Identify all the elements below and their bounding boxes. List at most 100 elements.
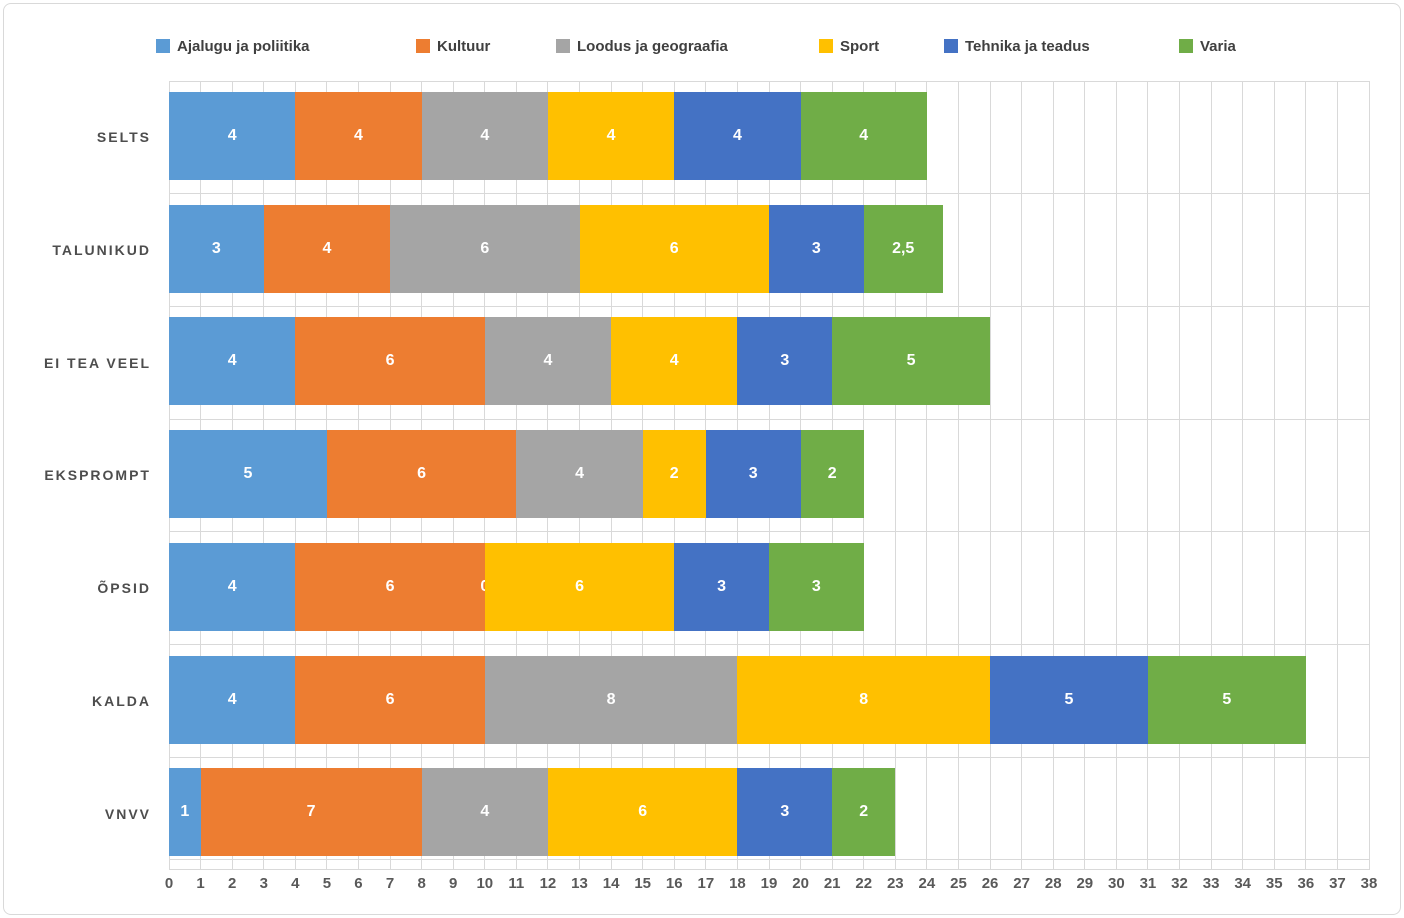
bar-data-label: 8 — [859, 690, 869, 708]
bar-data-label: 4 — [732, 127, 742, 144]
bar-data-label: 5 — [1064, 690, 1074, 708]
legend-swatch-icon — [944, 39, 958, 53]
bar-data-label: 4 — [669, 352, 679, 370]
bar-data-label: 6 — [638, 803, 648, 821]
vertical-gridline — [989, 81, 991, 870]
bar-segment: 8 — [484, 655, 738, 744]
bar-data-label: 5 — [243, 465, 253, 483]
category-label: KALDA — [92, 692, 151, 709]
vertical-gridline — [926, 81, 928, 870]
x-tick-label: 15 — [634, 875, 652, 892]
x-tick-label: 5 — [322, 875, 332, 892]
bar-segment: 6 — [295, 655, 485, 744]
legend-swatch-icon — [556, 39, 570, 53]
bar-data-label: 4 — [543, 352, 553, 370]
bar-segment: 5 — [832, 317, 991, 406]
bar-data-label: 4 — [227, 352, 237, 370]
bar-data-label: 4 — [859, 127, 869, 144]
category-boundary-gridline — [169, 756, 1369, 758]
bar-segment: 5 — [990, 655, 1148, 744]
category-label: EKSPROMPT — [44, 467, 151, 484]
x-tick-label: 9 — [449, 875, 458, 892]
bar-data-label: 4 — [480, 127, 490, 144]
x-tick-label: 16 — [665, 875, 683, 892]
bar-data-label: 4 — [227, 690, 237, 708]
bar-data-label: 4 — [322, 239, 332, 257]
legend-label: Loodus ja geograafia — [577, 37, 728, 55]
bar-segment: 6 — [484, 542, 675, 631]
x-tick-label: 37 — [1329, 875, 1346, 892]
bar-data-label: 6 — [480, 239, 490, 257]
x-tick-label: 20 — [792, 875, 809, 892]
x-tick-label: 17 — [697, 875, 715, 892]
category-label: VNVV — [104, 805, 151, 822]
bar-data-label: 4 — [575, 465, 584, 483]
x-tick-label: 31 — [1139, 875, 1157, 892]
bar-segment: 3 — [737, 317, 833, 406]
bar-data-label: 7 — [306, 803, 316, 821]
bar-segment: 2 — [832, 768, 896, 857]
bar-row: 4 4 4 4 4 4 — [169, 92, 1369, 180]
x-tick-label: 34 — [1234, 875, 1252, 892]
bar-data-label: 3 — [748, 465, 758, 483]
bar-segment: 3 — [705, 430, 801, 519]
bar-segment: 4 — [169, 317, 296, 406]
x-tick-label: 26 — [981, 875, 999, 892]
bar-segment: 4 — [674, 92, 801, 180]
bar-data-label: 6 — [669, 239, 679, 257]
x-tick-label: 24 — [918, 875, 936, 892]
x-tick-label: 30 — [1108, 875, 1125, 892]
vertical-gridline — [1052, 81, 1054, 870]
legend-swatch-icon — [156, 39, 170, 53]
bar-segment: 3 — [674, 542, 769, 631]
x-tick-label: 22 — [855, 875, 873, 892]
vertical-gridline — [1368, 81, 1370, 870]
legend-item: Ajalugu ja poliitika — [156, 37, 310, 55]
category-label: ÕPSID — [97, 580, 151, 597]
vertical-gridline — [1242, 81, 1244, 870]
bar-segment: 6 — [390, 204, 580, 293]
legend-item: Loodus ja geograafia — [556, 37, 728, 55]
x-tick-label: 10 — [476, 875, 494, 892]
bar-data-label: 4 — [227, 127, 237, 144]
bar-segment: 6 — [295, 542, 485, 631]
bar-data-label: 4 — [354, 127, 363, 144]
bar-segment: 3 — [737, 768, 833, 857]
category-boundary-gridline — [169, 80, 1369, 82]
x-tick-label: 25 — [950, 875, 967, 892]
plot-area: 444444346632,546443556423246063346885517… — [168, 80, 1370, 870]
bar-data-label: 3 — [811, 577, 821, 595]
bar-data-label: 4 — [480, 803, 490, 821]
vertical-gridline — [863, 81, 865, 870]
bar-data-label: 3 — [811, 239, 821, 257]
x-tick-label: 32 — [1171, 875, 1188, 892]
bar-row: 4 6 8 8 5 5 — [169, 655, 1369, 744]
category-boundary-gridline — [169, 644, 1369, 646]
bar-segment: 4 — [295, 92, 422, 180]
category-label: TALUNIKUD — [52, 242, 151, 259]
bar-segment: 8 — [737, 655, 991, 744]
vertical-gridline — [1084, 81, 1086, 870]
bar-segment: 4 — [516, 430, 643, 519]
bar-segment: 4 — [421, 92, 548, 180]
x-tick-label: 21 — [823, 875, 841, 892]
legend-item: Kultuur — [416, 37, 490, 55]
vertical-gridline — [1210, 81, 1212, 870]
x-tick-label: 28 — [1044, 875, 1062, 892]
x-tick-label: 19 — [760, 875, 778, 892]
category-boundary-gridline — [169, 418, 1369, 420]
bar-segment: 3 — [169, 204, 264, 293]
bar-data-label: 5 — [1222, 690, 1232, 708]
x-tick-label: 35 — [1265, 875, 1283, 892]
bar-segment: 1 — [169, 768, 201, 857]
vertical-gridline — [1147, 81, 1149, 870]
bar-segment: 4 — [263, 204, 391, 293]
bar-data-label: 4 — [606, 127, 616, 144]
legend-swatch-icon — [1179, 39, 1193, 53]
x-tick-label: 13 — [571, 875, 588, 892]
bar-data-label: 2,5 — [892, 239, 915, 257]
legend-label: Varia — [1200, 37, 1236, 55]
legend-label: Ajalugu ja poliitika — [177, 37, 310, 55]
bar-segment: 6 — [547, 768, 738, 857]
bar-segment: 7 — [200, 768, 422, 857]
